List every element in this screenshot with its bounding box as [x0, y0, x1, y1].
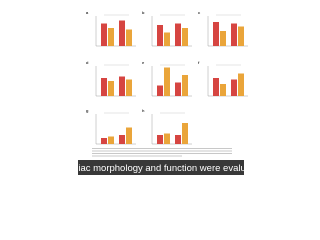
bar: [108, 81, 114, 96]
panel: c: [198, 10, 248, 47]
bar: [231, 79, 237, 96]
panel-label: c: [198, 10, 201, 15]
bar: [220, 31, 226, 46]
bar: [101, 138, 107, 144]
panel-label: d: [86, 60, 89, 65]
bar: [126, 29, 132, 46]
bar: [175, 135, 181, 144]
bar: [182, 75, 188, 96]
bar: [238, 26, 244, 46]
caption-line: [92, 155, 182, 157]
subtitle-box: [78, 160, 244, 175]
bar: [157, 25, 163, 46]
page: Cardiac morphology and function were eva…: [58, 10, 265, 175]
panel: f: [198, 60, 248, 97]
panel-label: a: [86, 10, 89, 15]
bar: [126, 127, 132, 144]
subtitle: Cardiac morphology and function were eva…: [58, 163, 265, 174]
panel: h: [142, 108, 192, 145]
bar: [231, 23, 237, 46]
panel: a: [86, 10, 136, 47]
screen: Cardiac morphology and function were eva…: [58, 10, 265, 175]
panel-label: e: [142, 60, 145, 65]
bar: [157, 85, 163, 96]
bar: [175, 82, 181, 96]
bar: [126, 79, 132, 96]
bar: [213, 22, 219, 46]
bar: [101, 78, 107, 96]
bar: [164, 67, 170, 96]
bar: [164, 133, 170, 144]
bar: [108, 28, 114, 46]
panel-label: b: [142, 10, 145, 15]
bar: [175, 23, 181, 46]
bar: [119, 76, 125, 96]
panel: g: [86, 108, 136, 145]
bar: [164, 32, 170, 46]
panel: e: [142, 60, 192, 97]
panel: b: [142, 10, 192, 47]
caption-line: [92, 153, 232, 154]
bar: [238, 73, 244, 96]
bar: [119, 135, 125, 144]
panel-label: h: [142, 108, 145, 113]
bar: [101, 23, 107, 46]
bar: [182, 123, 188, 144]
caption-line: [92, 148, 232, 149]
bar: [213, 78, 219, 96]
panel-label: g: [86, 108, 89, 113]
panel: d: [86, 60, 136, 97]
bar: [108, 136, 114, 144]
bar: [157, 135, 163, 144]
bar: [220, 84, 226, 96]
panel-label: f: [198, 60, 200, 65]
caption-line: [92, 150, 232, 152]
caption-lines: [92, 148, 232, 157]
bar: [119, 20, 125, 46]
bar: [182, 28, 188, 46]
